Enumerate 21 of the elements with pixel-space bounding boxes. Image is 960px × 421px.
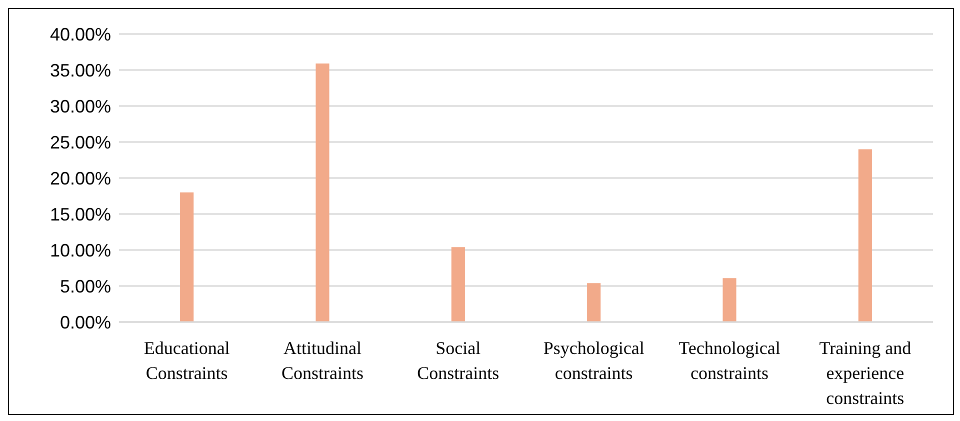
y-tick-label: 35.00% [50,60,111,80]
bar [180,192,194,322]
x-tick-label: Psychological constraints [543,338,644,383]
x-tick-label: Attitudinal Constraints [281,338,364,383]
y-tick-label: 15.00% [50,204,111,224]
x-tick-label: Training and experience constraints [819,338,912,408]
y-tick-label: 25.00% [50,132,111,152]
x-tick-label: Technological constraints [678,338,780,383]
bar [316,64,330,322]
y-tick-label: 10.00% [50,240,111,260]
bar [722,278,736,322]
bar [451,247,465,322]
y-tick-label: 20.00% [50,168,111,188]
y-tick-label: 0.00% [60,312,111,332]
x-tick-label: Educational Constraints [144,338,230,383]
y-tick-label: 30.00% [50,96,111,116]
x-tick-label: Social Constraints [417,338,500,383]
y-tick-label: 40.00% [50,24,111,44]
bar [858,149,872,322]
y-tick-label: 5.00% [60,276,111,296]
bar [587,283,601,322]
